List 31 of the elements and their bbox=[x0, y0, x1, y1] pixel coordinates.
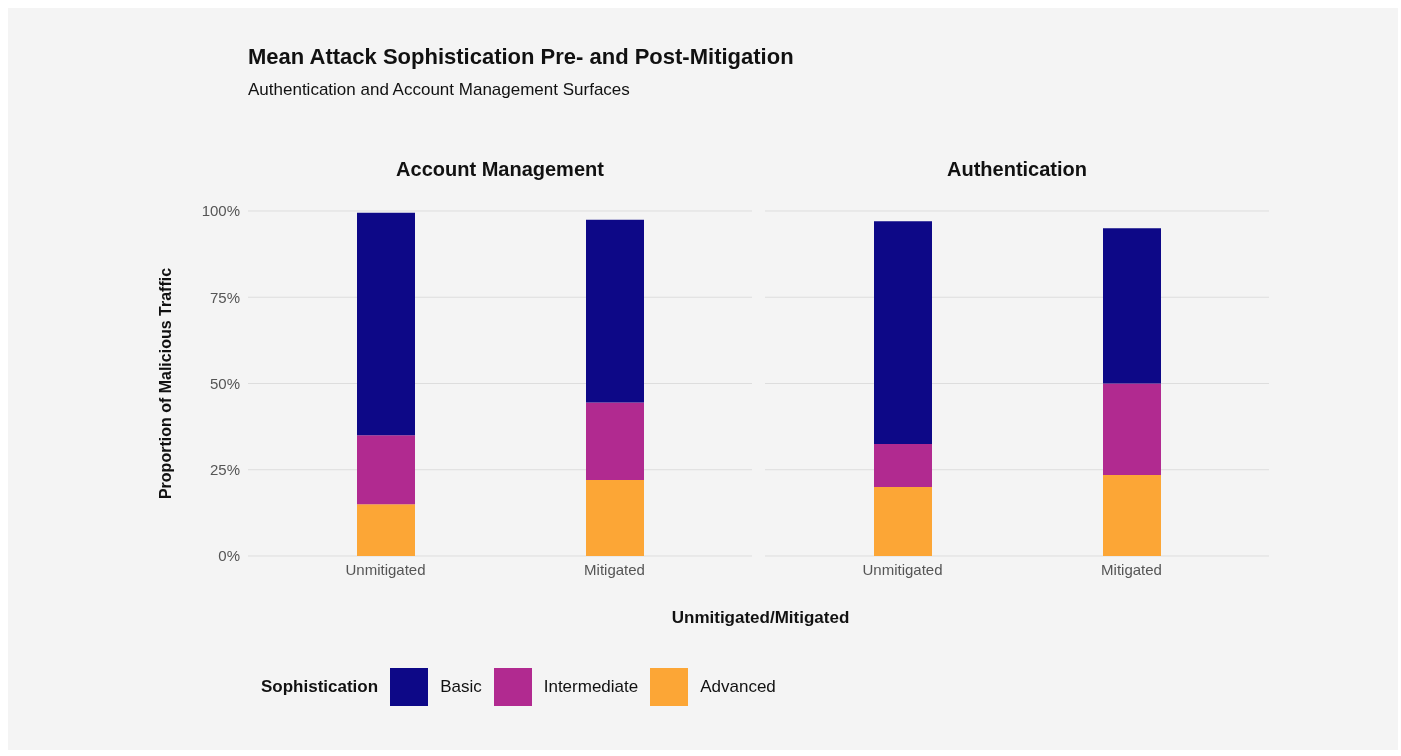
y-tick-label: 0% bbox=[218, 547, 240, 565]
x-tick-label: Unmitigated bbox=[862, 560, 943, 578]
x-tick-label: Mitigated bbox=[1101, 560, 1162, 578]
x-tick-label: Unmitigated bbox=[345, 560, 426, 578]
chart-title: Account Management bbox=[395, 158, 605, 182]
legend-title: Sophistication bbox=[261, 677, 379, 697]
legend-label: Intermediate bbox=[543, 677, 639, 697]
bar bbox=[357, 504, 415, 556]
y-tick-label: 100% bbox=[201, 202, 240, 220]
bar bbox=[586, 219, 644, 403]
chart-title: Authentication bbox=[946, 158, 1088, 182]
x-axis-title: Unmitigated/Mitigated bbox=[670, 608, 851, 628]
bar bbox=[586, 402, 644, 481]
y-tick-label: 25% bbox=[209, 461, 240, 479]
y-axis-title: Proportion of Malicious Traffic bbox=[156, 267, 174, 500]
y-tick-label: 75% bbox=[209, 288, 240, 306]
bar bbox=[874, 487, 932, 556]
bar bbox=[586, 480, 644, 556]
bar bbox=[357, 435, 415, 505]
bar bbox=[357, 212, 415, 436]
text: Authentication and Account Management Surfaces bbox=[248, 80, 630, 100]
legend-label: Basic bbox=[440, 677, 482, 697]
y-tick-label: 50% bbox=[209, 374, 240, 392]
bar bbox=[1103, 474, 1161, 556]
x-tick-label: Mitigated bbox=[584, 560, 645, 578]
bar bbox=[874, 443, 932, 487]
bar bbox=[874, 221, 932, 444]
bar bbox=[1103, 228, 1161, 384]
bar bbox=[1103, 383, 1161, 475]
legend-label: Advanced bbox=[700, 677, 776, 697]
text: Mean Attack Sophistication Pre- and Post-Mitigation bbox=[248, 44, 794, 70]
